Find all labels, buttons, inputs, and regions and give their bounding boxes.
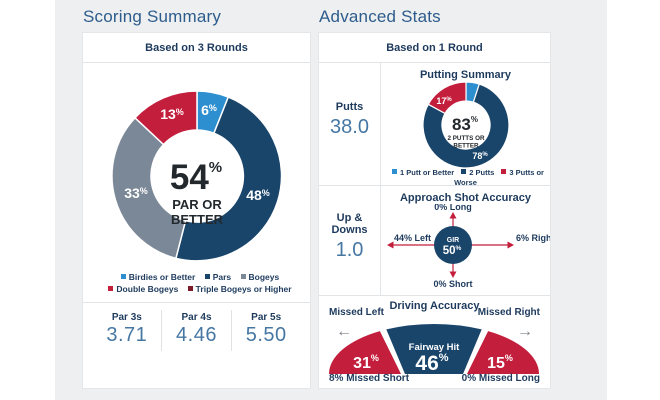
divider	[83, 302, 310, 303]
slice-label-two-putts: 78%	[472, 151, 488, 161]
legend-swatch-double-bogeys	[108, 286, 114, 291]
par5-label: Par 5s	[251, 312, 282, 323]
missed-short-label: 8% Missed Short	[329, 373, 410, 384]
approach-right-label: 6% Right	[516, 233, 550, 243]
legend-swatch-bogeys	[240, 274, 246, 279]
putting-summary-section: Putts 38.0 Putting Summary 17% 78% 83%	[319, 63, 550, 188]
slice-double-bogeys	[133, 90, 198, 146]
legend-swatch-birdies	[120, 274, 126, 279]
approach-short-label: 0% Short	[433, 279, 472, 289]
advanced-stats-title: Advanced Stats	[319, 7, 441, 26]
gauge-center-label: Fairway Hit	[409, 342, 461, 353]
putting-center-line1: 2 PUTTS OR	[447, 135, 485, 142]
par5-value: 5.50	[245, 324, 287, 346]
par3-value: 3.71	[106, 324, 148, 346]
driving-gauge-chart: 31% Fairway Hit 46% 15%	[328, 323, 540, 374]
legend-item: Birdies or Better	[114, 272, 195, 282]
par5-stat: Par 5s 5.50	[230, 310, 301, 351]
approach-heading: Approach Shot Accuracy	[399, 192, 531, 204]
scoring-legend: Birdies or Better Pars Bogeys Double Bog…	[83, 271, 310, 295]
slice-pars	[174, 96, 282, 262]
missed-long-label: 0% Missed Long	[461, 373, 540, 384]
missed-right-label: Missed Right	[477, 307, 540, 318]
approach-left-label: 44% Left	[394, 233, 431, 243]
legend-item: Triple Bogeys or Higher	[181, 284, 292, 294]
par3-stat: Par 3s 3.71	[93, 310, 162, 351]
scoring-summary-card: Based on 3 Rounds 6% 48% 33% 13% 54% PAR…	[82, 32, 311, 389]
donut-center-line1: PAR OR	[172, 197, 222, 212]
slice-label-pars: 48%	[246, 187, 270, 203]
legend-swatch-two-putts	[461, 169, 467, 174]
gauge-missed-right-segment	[467, 331, 540, 374]
slice-label-three-putts: 17%	[436, 96, 452, 106]
putts-value: 38.0	[330, 116, 369, 138]
legend-item: 2 Putts	[456, 168, 494, 177]
par4-stat: Par 4s 4.46	[161, 310, 231, 351]
gauge-missed-left-segment	[328, 331, 401, 374]
slice-label-bogeys: 33%	[124, 185, 148, 201]
putting-center-value: 83%	[451, 115, 477, 134]
legend-swatch-pars	[204, 274, 210, 279]
putts-stat: Putts 38.0	[319, 63, 381, 185]
approach-section: Up & Downs 1.0 Approach Shot Accuracy	[319, 186, 550, 296]
gir-circle	[434, 226, 472, 264]
approach-crosshair-chart: 0% Long 44% Left 6% Right 0% Short GIR 5…	[387, 204, 550, 289]
gir-value: 50%	[443, 245, 462, 257]
legend-item: 1 Putt or Better	[387, 168, 454, 177]
putting-heading: Putting Summary	[419, 69, 512, 81]
scoring-donut-chart: 6% 48% 33% 13% 54% PAR OR BETTER	[110, 90, 282, 262]
scoring-summary-column: Scoring Summary Based on 3 Rounds 6% 48%…	[82, 0, 311, 389]
par4-label: Par 4s	[181, 312, 212, 323]
up-and-downs-value: 1.0	[335, 238, 364, 261]
gir-label: GIR	[447, 237, 459, 244]
arrow-left-icon: ←	[336, 323, 352, 340]
slice-bogeys	[110, 117, 186, 260]
advanced-stats-card: Based on 1 Round Putts 38.0 Putting Summ…	[318, 32, 551, 389]
approach-chart-area: Approach Shot Accuracy 0% Long	[381, 186, 550, 295]
slice-three-putts	[427, 81, 467, 114]
advanced-based-on: Based on 1 Round	[319, 33, 550, 63]
donut-center-value: 54%	[169, 158, 221, 197]
putting-center-line2: BETTER	[453, 143, 479, 150]
slice-label-birdies: 6%	[201, 102, 217, 118]
putting-chart-area: Putting Summary 17% 78% 83% 2 PUTTS OR B…	[381, 63, 550, 188]
gauge-fairway-segment	[386, 323, 482, 374]
gauge-center-value: 46%	[415, 352, 448, 374]
putting-donut-chart: 17% 78% 83% 2 PUTTS OR BETTER	[421, 81, 510, 169]
putting-legend: 1 Putt or Better 2 Putts 3 Putts or Wors…	[381, 168, 550, 188]
arrow-left-icon	[387, 241, 394, 249]
arrow-down-icon	[449, 271, 457, 278]
arrow-up-icon	[449, 212, 457, 219]
arrow-right-icon: →	[517, 323, 533, 340]
scoring-based-on: Based on 3 Rounds	[83, 33, 310, 63]
donut-center-line2: BETTER	[171, 212, 224, 227]
legend-item: Double Bogeys	[101, 284, 178, 294]
scoring-summary-title: Scoring Summary	[83, 7, 222, 26]
driving-heading: Driving Accuracy	[389, 300, 480, 312]
missed-left-label: Missed Left	[329, 307, 385, 318]
putts-label: Putts	[335, 101, 364, 113]
legend-item: Bogeys	[234, 272, 279, 282]
par3-label: Par 3s	[111, 312, 142, 323]
advanced-stats-column: Advanced Stats Based on 1 Round Putts 38…	[318, 0, 551, 389]
up-and-downs-label: Up & Downs	[331, 211, 368, 236]
gauge-right-value: 15%	[487, 353, 513, 372]
gauge-left-value: 31%	[353, 353, 379, 372]
par-averages: Par 3s 3.71 Par 4s 4.46 Par 5s 5.50	[93, 310, 301, 351]
legend-item: Pars	[198, 272, 231, 282]
legend-swatch-three-putts	[501, 169, 507, 174]
legend-item: 3 Putts or Worse	[454, 168, 544, 187]
driving-section: Driving Accuracy Missed Left Missed Righ…	[319, 296, 550, 389]
arrow-right-icon	[507, 241, 514, 249]
legend-swatch-one-putt	[392, 169, 397, 174]
par4-value: 4.46	[176, 324, 217, 346]
slice-two-putts	[421, 83, 510, 169]
legend-swatch-triple-bogeys	[187, 286, 193, 291]
approach-long-label: 0% Long	[434, 204, 472, 212]
slice-label-double-bogeys: 13%	[160, 106, 184, 122]
up-and-downs-stat: Up & Downs 1.0	[319, 186, 381, 295]
